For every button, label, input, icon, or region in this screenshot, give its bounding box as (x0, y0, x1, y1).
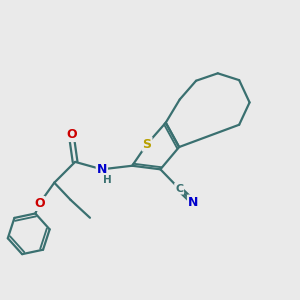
Text: N: N (97, 163, 107, 176)
Text: C: C (175, 184, 183, 194)
Text: O: O (66, 128, 76, 141)
Text: H: H (103, 175, 112, 185)
Text: S: S (142, 138, 152, 151)
Text: O: O (34, 197, 45, 210)
Text: N: N (188, 196, 198, 208)
